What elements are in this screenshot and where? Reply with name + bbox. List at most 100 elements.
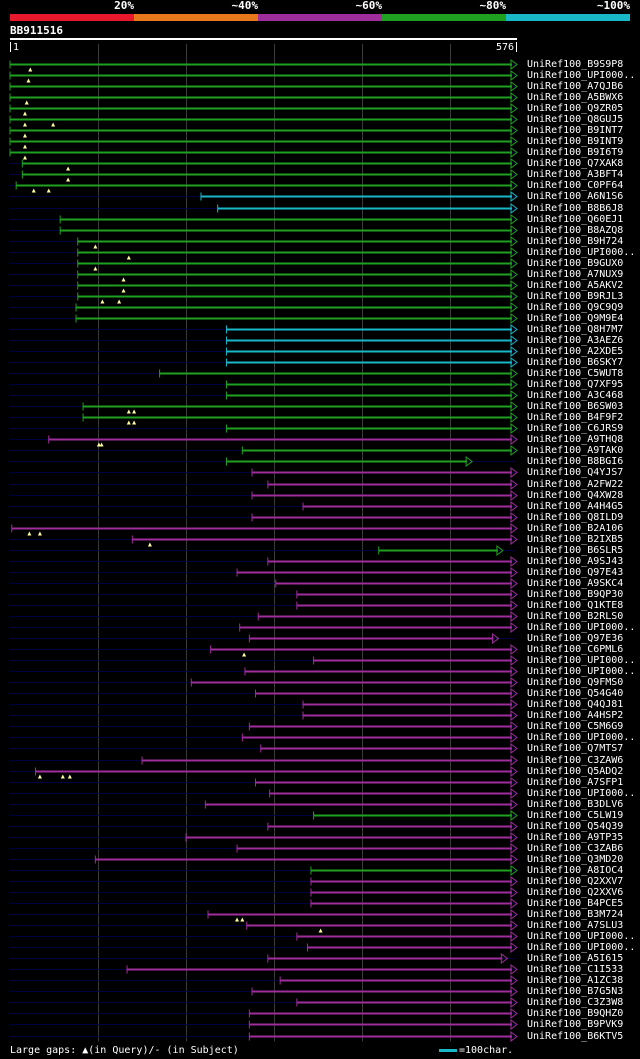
hit-label[interactable]: UniRef100_UPI000.. (527, 69, 636, 81)
hit-row[interactable] (10, 534, 518, 547)
hit-row[interactable] (10, 467, 518, 478)
hit-row[interactable] (9, 103, 518, 116)
hit-row[interactable] (10, 158, 518, 171)
hit-row[interactable] (10, 357, 518, 368)
hit-row[interactable] (10, 677, 518, 688)
hit-row[interactable] (10, 269, 518, 282)
hit-row[interactable] (10, 567, 518, 578)
hit-row[interactable] (10, 556, 518, 567)
hit-label[interactable]: UniRef100_A7QJB6 (527, 80, 624, 92)
hit-label[interactable]: UniRef100_A3BFT4 (527, 168, 624, 180)
hit-label[interactable]: UniRef100_UPI000.. (527, 246, 636, 258)
hit-row[interactable] (10, 997, 518, 1008)
hit-label[interactable]: UniRef100_Q9ZR05 (527, 102, 624, 114)
hit-label[interactable]: UniRef100_Q7MTS7 (527, 742, 624, 754)
hit-row[interactable] (10, 523, 518, 536)
hit-label[interactable]: UniRef100_B2RLS0 (527, 610, 624, 622)
hit-label[interactable]: UniRef100_B4PCE5 (527, 897, 624, 909)
hit-label[interactable]: UniRef100_UPI000.. (527, 941, 636, 953)
hit-label[interactable]: UniRef100_UPI000.. (527, 654, 636, 666)
hit-row[interactable] (10, 799, 518, 810)
hit-row[interactable] (10, 975, 518, 986)
hit-label[interactable]: UniRef100_A7SFP1 (527, 776, 624, 788)
hit-row[interactable] (9, 125, 518, 138)
hit-row[interactable] (10, 379, 518, 390)
hit-label[interactable]: UniRef100_B9QHZ0 (527, 1007, 624, 1019)
hit-row[interactable] (9, 136, 518, 149)
hit-row[interactable] (10, 732, 518, 743)
hit-label[interactable]: UniRef100_Q54G40 (527, 687, 624, 699)
hit-row[interactable] (10, 986, 518, 997)
hit-label[interactable]: UniRef100_C1I533 (527, 963, 624, 975)
hit-row[interactable] (9, 114, 518, 127)
hit-label[interactable]: UniRef100_B8B6J8 (527, 202, 624, 214)
hit-label[interactable]: UniRef100_B9PVK9 (527, 1018, 624, 1030)
hit-row[interactable] (10, 335, 518, 346)
hit-row[interactable] (9, 92, 518, 105)
hit-label[interactable]: UniRef100_Q5ADQ2 (527, 765, 624, 777)
hit-row[interactable] (10, 644, 518, 657)
hit-label[interactable]: UniRef100_A9THQ8 (527, 433, 624, 445)
hit-label[interactable]: UniRef100_A4HSP2 (527, 709, 624, 721)
hit-label[interactable]: UniRef100_B8AZQ8 (527, 224, 624, 236)
hit-label[interactable]: UniRef100_Q8ILD9 (527, 511, 624, 523)
hit-label[interactable]: UniRef100_A9SJ43 (527, 555, 624, 567)
hit-row[interactable] (9, 70, 518, 83)
hit-label[interactable]: UniRef100_C3ZAW6 (527, 754, 624, 766)
hit-label[interactable]: UniRef100_Q60EJ1 (527, 213, 624, 225)
hit-row[interactable] (10, 203, 518, 214)
hit-label[interactable]: UniRef100_B3M724 (527, 908, 624, 920)
hit-row[interactable] (10, 909, 518, 922)
hit-row[interactable] (10, 821, 518, 832)
hit-label[interactable]: UniRef100_A5I615 (527, 952, 624, 964)
hit-row[interactable] (9, 147, 518, 160)
hit-label[interactable]: UniRef100_B6SW03 (527, 400, 624, 412)
hit-label[interactable]: UniRef100_Q8GUJ5 (527, 113, 624, 125)
hit-label[interactable]: UniRef100_A9SKC4 (527, 577, 624, 589)
hit-label[interactable]: UniRef100_Q4QJ81 (527, 698, 624, 710)
hit-row[interactable] (10, 346, 518, 357)
hit-label[interactable]: UniRef100_Q9M9E4 (527, 312, 624, 324)
hit-label[interactable]: UniRef100_Q7XAK8 (527, 157, 624, 169)
hit-label[interactable]: UniRef100_B7G5N3 (527, 985, 624, 997)
hit-row[interactable] (10, 1019, 518, 1030)
hit-row[interactable] (10, 777, 518, 788)
hit-label[interactable]: UniRef100_C3Z3W8 (527, 996, 624, 1008)
hit-label[interactable]: UniRef100_B3DLV6 (527, 798, 624, 810)
hit-label[interactable]: UniRef100_Q3MD20 (527, 853, 624, 865)
hit-label[interactable]: UniRef100_A4H4G5 (527, 500, 624, 512)
hit-row[interactable] (10, 721, 518, 732)
hit-label[interactable]: UniRef100_B2A106 (527, 522, 624, 534)
hit-row[interactable] (10, 755, 518, 766)
hit-label[interactable]: UniRef100_Q8H7M7 (527, 323, 624, 335)
hit-row[interactable] (10, 191, 518, 202)
hit-label[interactable]: UniRef100_A2FW22 (527, 478, 624, 490)
hit-row[interactable] (10, 545, 516, 556)
hit-label[interactable]: UniRef100_Q9C9Q9 (527, 301, 624, 313)
hit-row[interactable] (9, 59, 518, 72)
hit-row[interactable] (10, 512, 518, 523)
hit-row[interactable] (10, 368, 518, 379)
hit-row[interactable] (10, 964, 518, 975)
hit-row[interactable] (10, 180, 518, 193)
hit-row[interactable] (10, 390, 518, 401)
hit-label[interactable]: UniRef100_B4F9F2 (527, 411, 624, 423)
hit-label[interactable]: UniRef100_Q9FMS0 (527, 676, 624, 688)
hit-row[interactable] (10, 887, 518, 898)
hit-label[interactable]: UniRef100_C5WUT8 (527, 367, 624, 379)
hit-label[interactable]: UniRef100_A7NUX9 (527, 268, 624, 280)
hit-row[interactable] (10, 655, 518, 666)
hit-label[interactable]: UniRef100_Q97E36 (527, 632, 624, 644)
hit-row[interactable] (10, 490, 518, 501)
hit-row[interactable] (10, 1008, 518, 1019)
hit-label[interactable]: UniRef100_C5LW19 (527, 809, 624, 821)
hit-row[interactable] (10, 501, 518, 512)
hit-label[interactable]: UniRef100_A3C468 (527, 389, 624, 401)
hit-label[interactable]: UniRef100_B9H724 (527, 235, 624, 247)
hit-row[interactable] (10, 611, 518, 622)
hit-label[interactable]: UniRef100_C0PF64 (527, 179, 624, 191)
hit-row[interactable] (10, 169, 518, 182)
hit-row[interactable] (10, 843, 518, 854)
hit-label[interactable]: UniRef100_B9INT7 (527, 124, 624, 136)
hit-row[interactable] (10, 578, 518, 589)
